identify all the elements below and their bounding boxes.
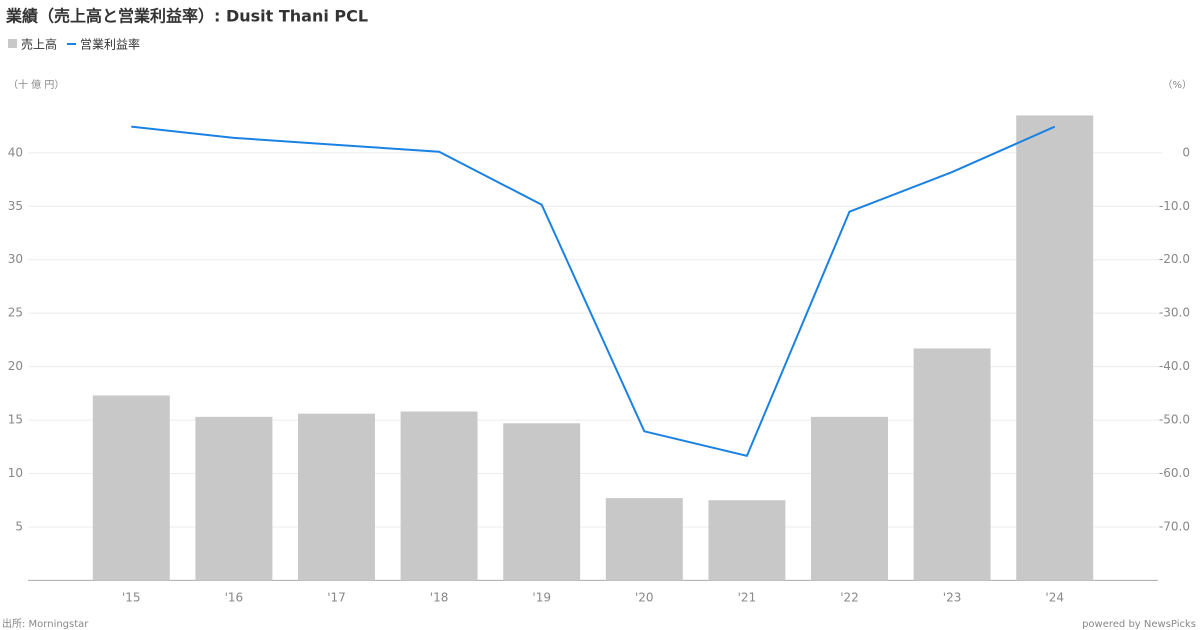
chart-title: 業績（売上高と営業利益率）: Dusit Thani PCL xyxy=(5,7,368,26)
bar xyxy=(503,423,581,581)
bar xyxy=(811,416,888,581)
x-tick-label: '20 xyxy=(635,591,654,605)
y2-tick-label: 0 xyxy=(1182,145,1190,159)
y2-tick-label: -70.0 xyxy=(1159,519,1190,533)
y2-axis-label: （%） xyxy=(1162,79,1192,91)
line xyxy=(131,125,1056,458)
y-tick-label: 30 xyxy=(8,252,23,266)
x-tick-label: '17 xyxy=(327,591,346,605)
legend-swatch xyxy=(8,39,17,48)
x-tick-label: '22 xyxy=(840,591,859,605)
x-tick-label: '18 xyxy=(430,591,449,605)
y2-tick-label: -50.0 xyxy=(1159,413,1190,427)
y2-tick-label: -10.0 xyxy=(1159,199,1190,213)
y-tick-label: 20 xyxy=(8,359,23,373)
credit: powered by NewsPicks xyxy=(1082,619,1196,630)
bar xyxy=(92,395,170,581)
y-tick-label: 35 xyxy=(8,199,23,213)
y-tick-label: 5 xyxy=(15,519,23,533)
y-tick-label: 10 xyxy=(8,466,23,480)
x-tick-label: '23 xyxy=(943,591,962,605)
x-tick-label: '19 xyxy=(532,591,551,605)
y2-tick-label: -20.0 xyxy=(1159,252,1190,266)
y-tick-label: 25 xyxy=(8,306,23,320)
bar xyxy=(1016,115,1094,581)
bar xyxy=(708,500,786,581)
bar xyxy=(400,411,478,581)
bar xyxy=(913,348,991,581)
y-tick-label: 15 xyxy=(8,413,23,427)
bar xyxy=(605,498,683,581)
y-axis-label: （十 億 円） xyxy=(8,78,64,91)
legend-label: 営業利益率 xyxy=(80,37,140,52)
y2-tick-label: -30.0 xyxy=(1159,306,1190,320)
x-tick-label: '24 xyxy=(1045,591,1064,605)
y2-tick-label: -60.0 xyxy=(1159,466,1190,480)
x-tick-label: '21 xyxy=(738,591,757,605)
source: 出所: Morningstar xyxy=(2,617,89,630)
y-tick-label: 40 xyxy=(8,145,23,159)
bar xyxy=(298,413,375,581)
x-tick-label: '15 xyxy=(122,591,141,605)
bar xyxy=(195,416,273,581)
legend-label: 売上高 xyxy=(21,37,57,52)
x-tick-label: '16 xyxy=(225,591,244,605)
y2-tick-label: -40.0 xyxy=(1159,359,1190,373)
